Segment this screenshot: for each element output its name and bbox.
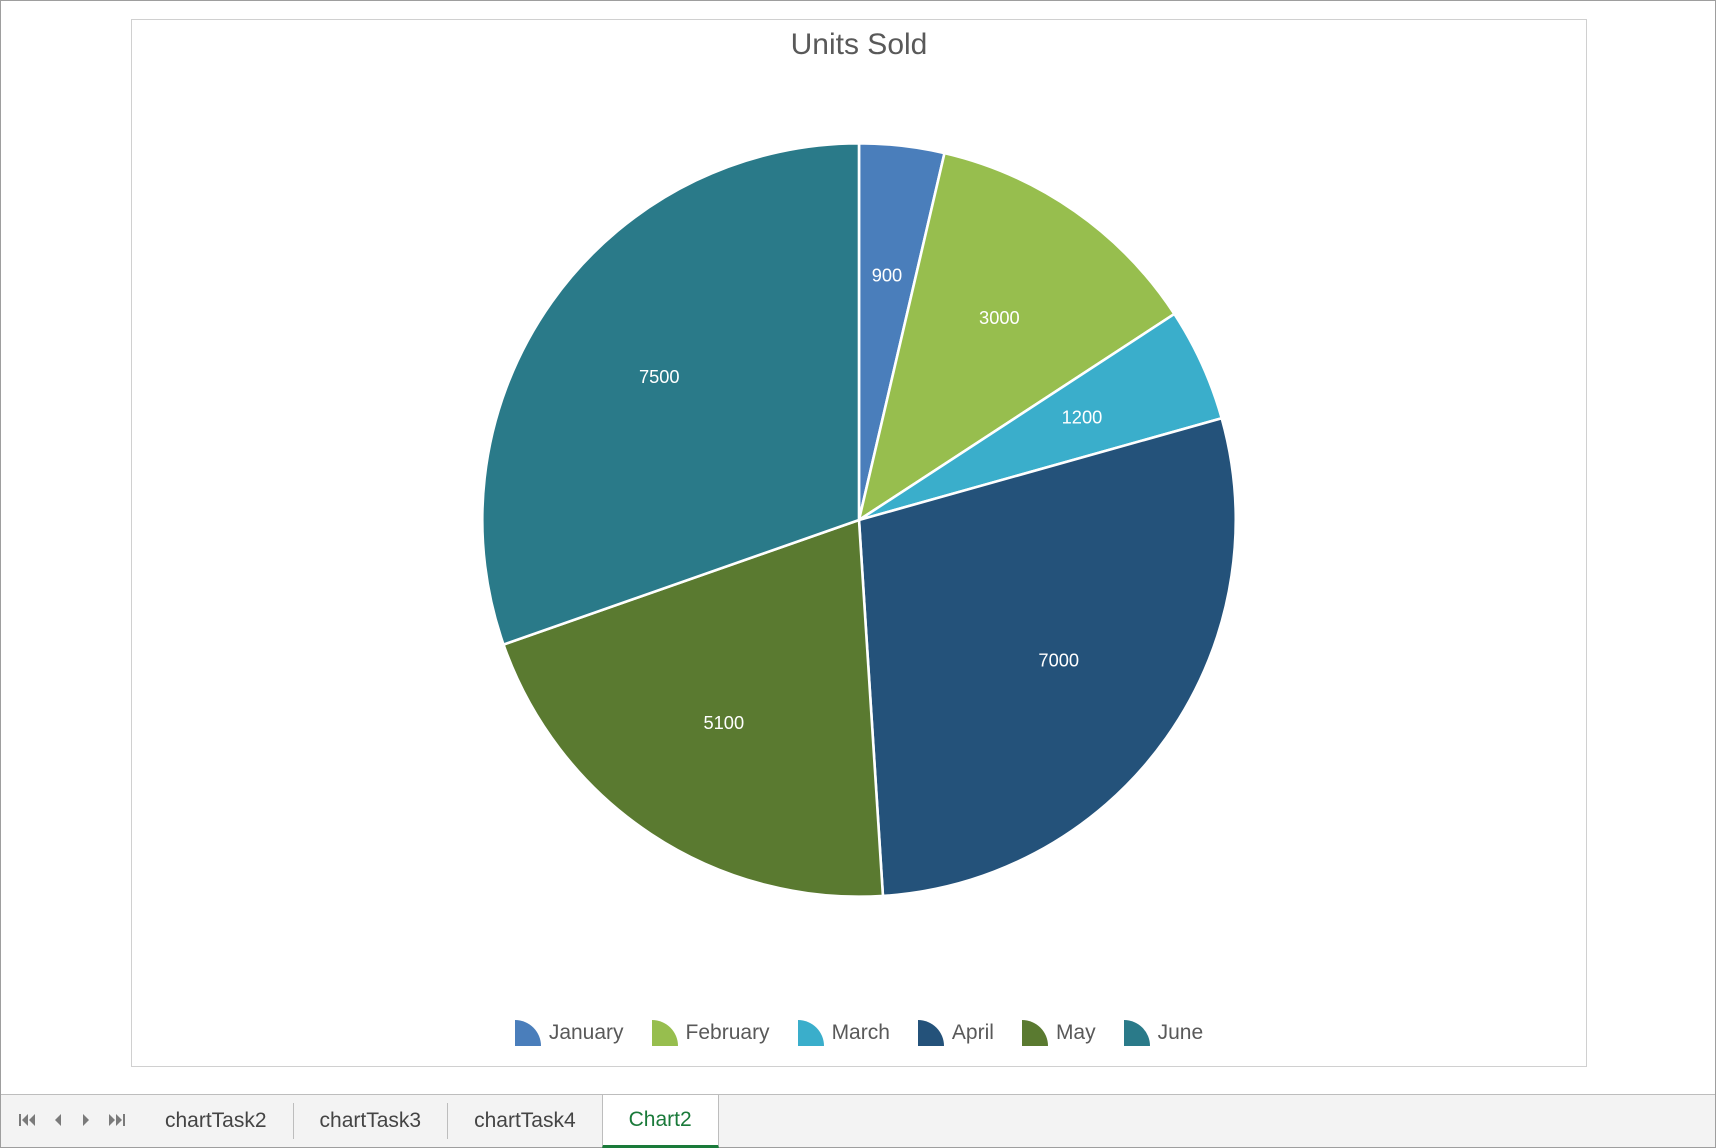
nav-next-icon[interactable]: [81, 1114, 91, 1128]
sheet-nav-buttons: [1, 1095, 139, 1147]
legend: January February March April May June: [132, 1020, 1586, 1046]
legend-label: February: [686, 1021, 770, 1045]
nav-prev-icon[interactable]: [53, 1114, 63, 1128]
chart-title: Units Sold: [132, 28, 1586, 62]
legend-swatch-icon: [798, 1020, 824, 1046]
legend-item[interactable]: March: [798, 1020, 890, 1046]
pie-slice-label: 900: [872, 265, 902, 286]
legend-label: April: [952, 1021, 994, 1045]
sheet-tab-label: chartTask2: [165, 1109, 267, 1133]
legend-label: January: [549, 1021, 624, 1045]
sheet-tab[interactable]: chartTask3: [294, 1095, 448, 1147]
pie-slice-label: 7500: [639, 366, 680, 387]
nav-first-icon[interactable]: [19, 1114, 35, 1128]
chart-panel: Units Sold 900 3000 1200 7000 5100 7500 Janua…: [131, 19, 1587, 1067]
sheet-tab[interactable]: chartTask2: [139, 1095, 293, 1147]
app-frame: Units Sold 900 3000 1200 7000 5100 7500 Janua…: [0, 0, 1716, 1148]
legend-swatch-icon: [1022, 1020, 1048, 1046]
legend-swatch-icon: [515, 1020, 541, 1046]
pie-slice-label: 1200: [1062, 407, 1103, 428]
pie-chart: 900 3000 1200 7000 5100 7500: [424, 85, 1294, 955]
pie-slice-label: 3000: [979, 307, 1020, 328]
pie-slice-label: 5100: [703, 712, 744, 733]
legend-label: May: [1056, 1021, 1096, 1045]
pie-slice-label: 7000: [1038, 649, 1079, 670]
legend-label: June: [1158, 1021, 1204, 1045]
legend-item[interactable]: May: [1022, 1020, 1096, 1046]
sheet-tabs: chartTask2 chartTask3 chartTask4 Chart2: [139, 1095, 719, 1147]
sheet-tab[interactable]: chartTask4: [448, 1095, 602, 1147]
sheet-tab-strip: chartTask2 chartTask3 chartTask4 Chart2: [1, 1094, 1715, 1147]
legend-item[interactable]: June: [1124, 1020, 1204, 1046]
legend-item[interactable]: February: [652, 1020, 770, 1046]
sheet-tab-label: chartTask4: [474, 1109, 576, 1133]
sheet-tab-label: chartTask3: [320, 1109, 422, 1133]
sheet-tab-label: Chart2: [629, 1108, 692, 1132]
nav-last-icon[interactable]: [109, 1114, 125, 1128]
legend-swatch-icon: [652, 1020, 678, 1046]
legend-item[interactable]: January: [515, 1020, 624, 1046]
legend-label: March: [832, 1021, 890, 1045]
legend-swatch-icon: [918, 1020, 944, 1046]
sheet-tab[interactable]: Chart2: [602, 1095, 719, 1148]
legend-item[interactable]: April: [918, 1020, 994, 1046]
legend-swatch-icon: [1124, 1020, 1150, 1046]
